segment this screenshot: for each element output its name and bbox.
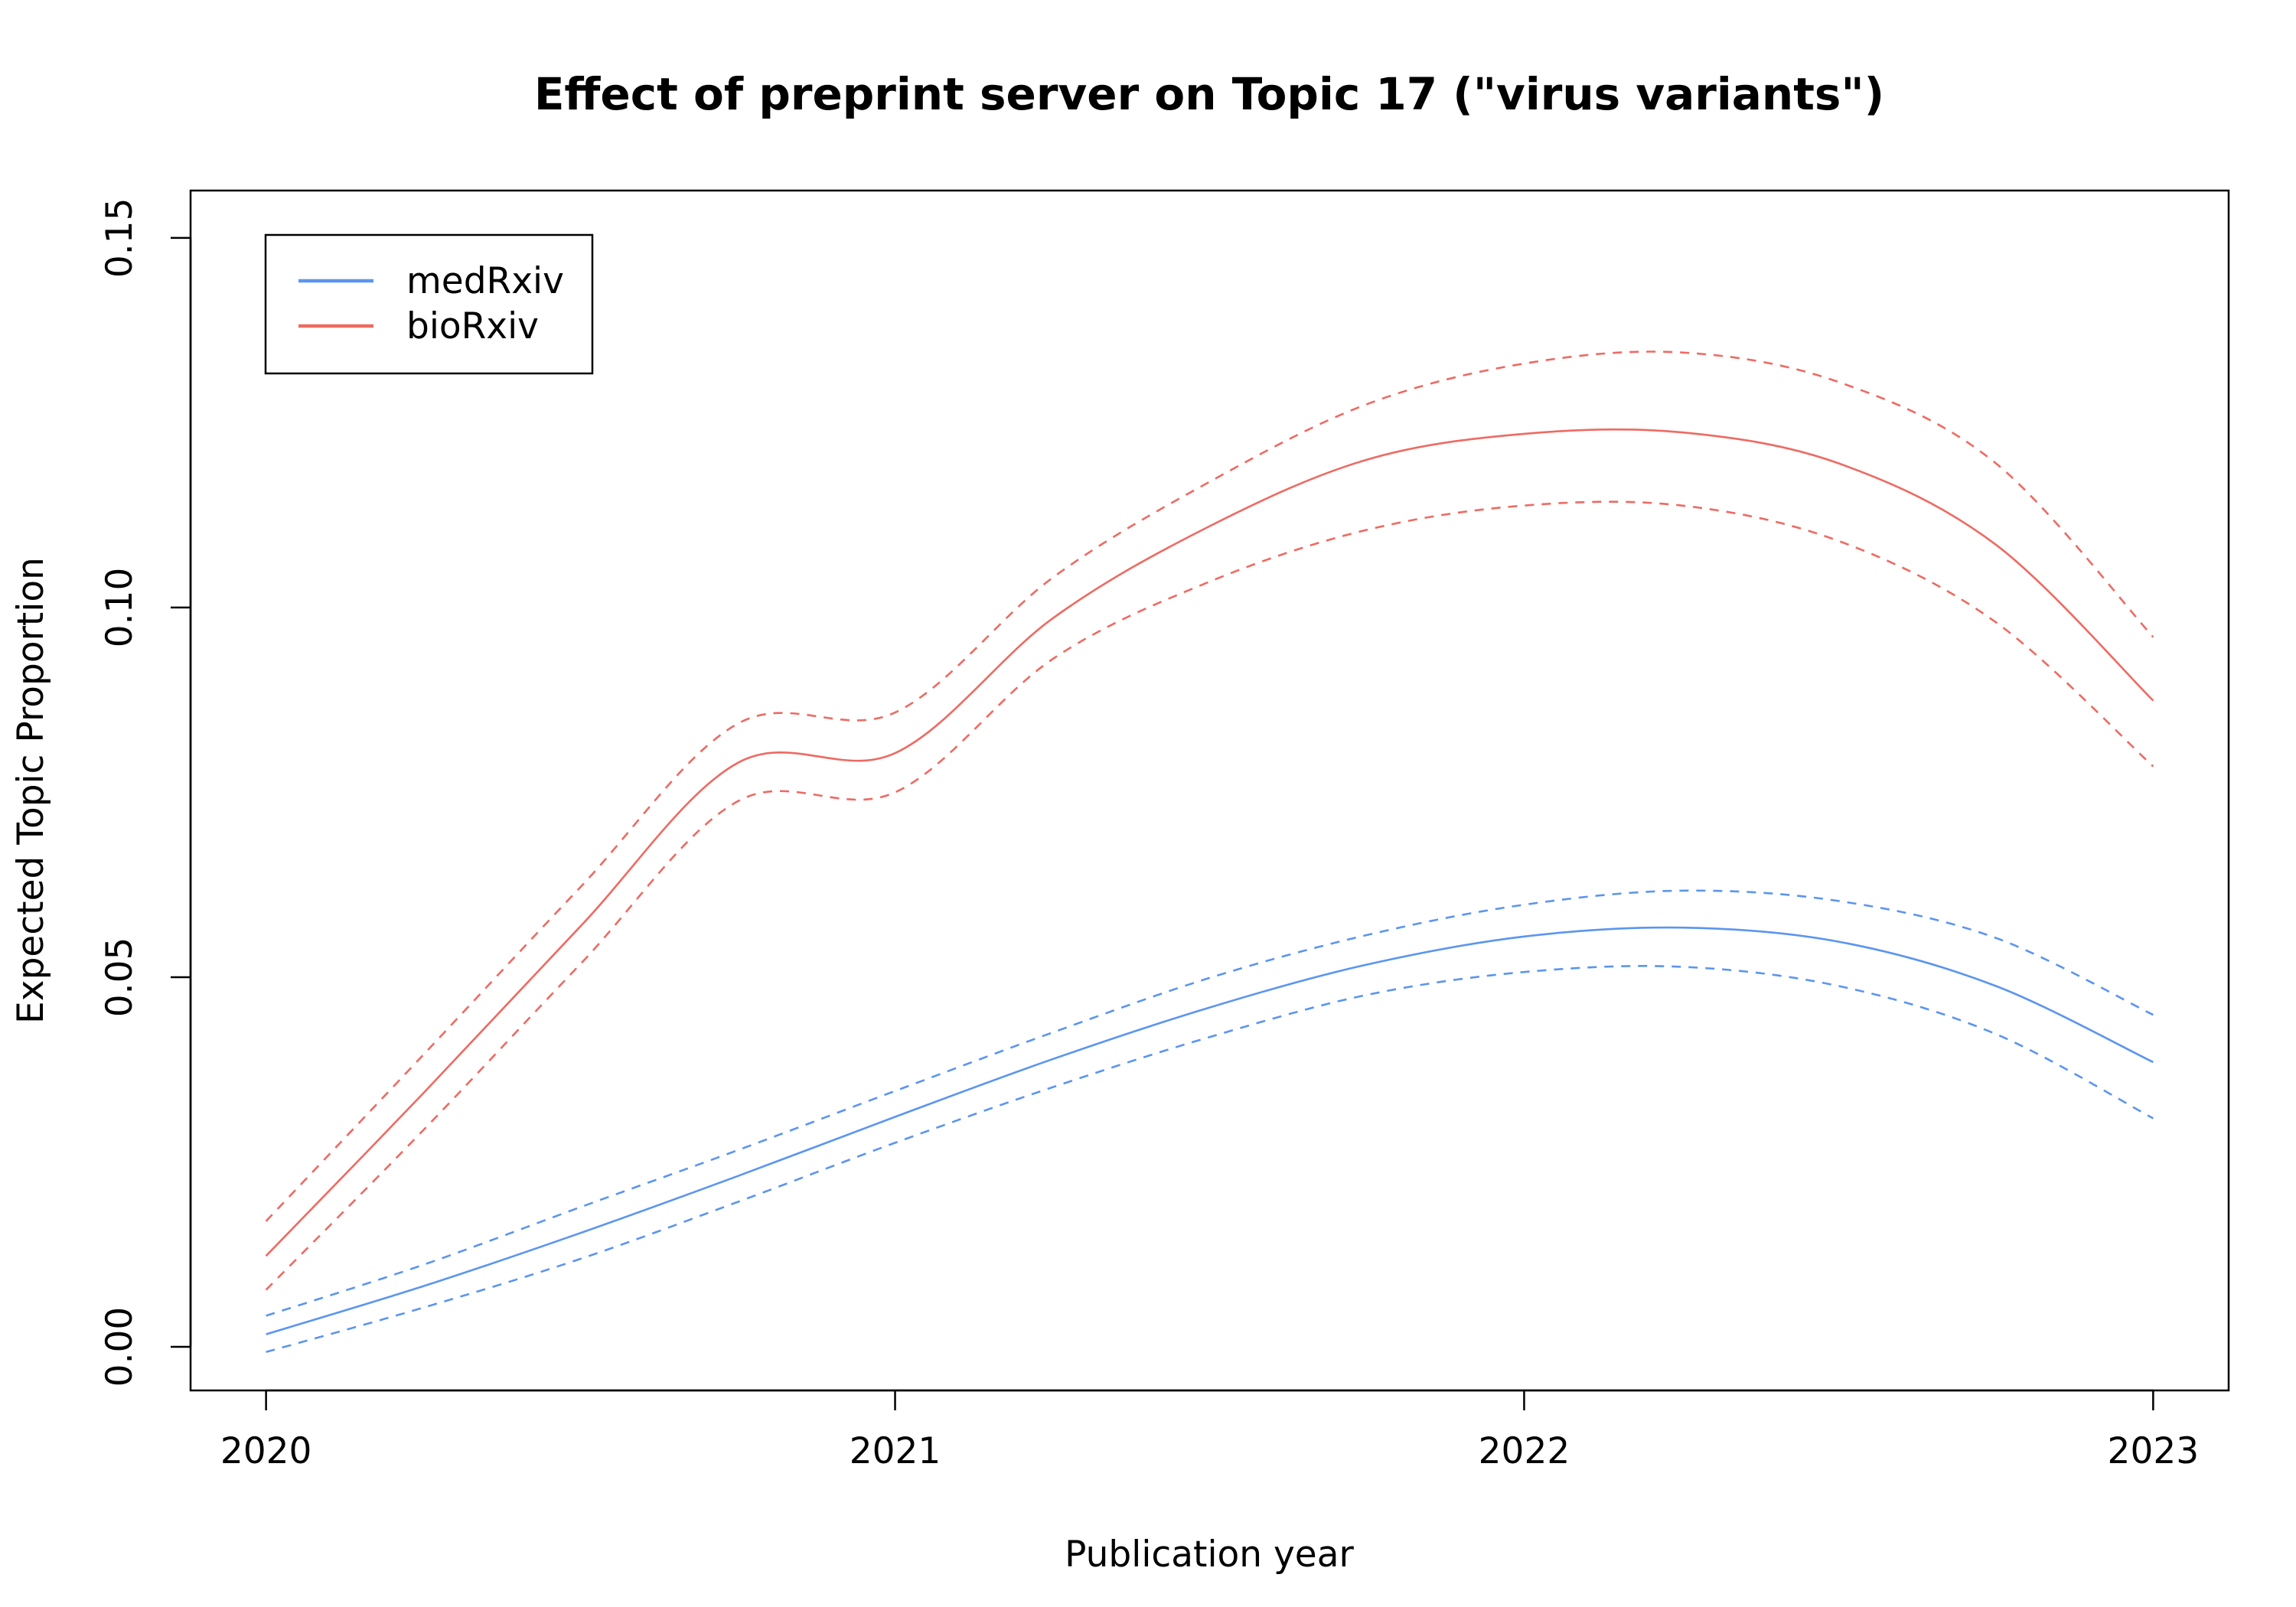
x-axis-label: Publication year [1065, 1534, 1354, 1576]
axes: 2020 2021 2022 2023 0.00 0.05 0.10 0.15 [99, 198, 2199, 1472]
legend-label-biorxiv: bioRxiv [406, 305, 539, 347]
series-lines [265, 350, 2154, 1354]
chart-title: Effect of preprint server on Topic 17 ("… [534, 68, 1884, 120]
legend-box [264, 233, 594, 375]
x-tick-label: 2023 [2108, 1430, 2200, 1472]
y-tick-label: 0.15 [99, 198, 141, 279]
y-tick-label: 0.10 [99, 568, 141, 648]
medrxiv-lower-ci-line [266, 965, 2154, 1354]
legend-label-medrxiv: medRxiv [406, 260, 564, 302]
medrxiv-estimate-line [266, 926, 2154, 1335]
x-tick-label: 2022 [1479, 1430, 1570, 1472]
biorxiv-upper-ci-line [265, 350, 2154, 1222]
y-tick-label: 0.05 [99, 937, 141, 1018]
y-tick-label: 0.00 [99, 1307, 141, 1387]
x-tick-label: 2021 [850, 1430, 941, 1472]
x-tick-label: 2020 [220, 1430, 312, 1472]
biorxiv-estimate-line [265, 428, 2154, 1257]
biorxiv-lower-ci-line [265, 500, 2154, 1291]
medrxiv-upper-ci-line [266, 889, 2154, 1317]
y-axis-label: Expected Topic Proportion [10, 557, 52, 1024]
